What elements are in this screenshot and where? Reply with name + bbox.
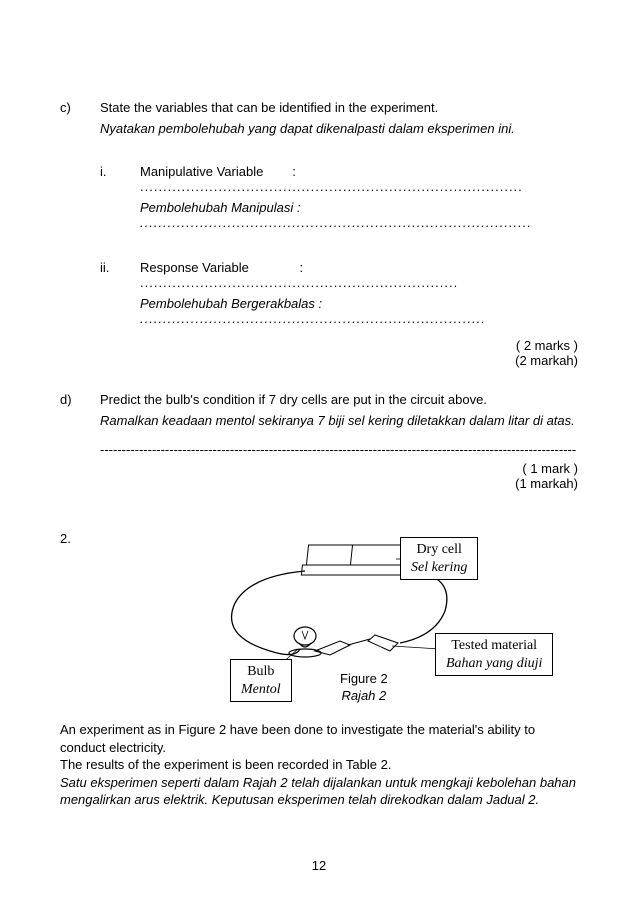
- c-ii-row: ii. Response Variable : ................…: [100, 260, 578, 332]
- figure-caption: Figure 2 Rajah 2: [340, 671, 388, 705]
- answer-dash-line[interactable]: ----------------------------------------…: [100, 442, 578, 457]
- c-i-ms-line: Pembolehubah Manipulasi : ..............…: [140, 200, 578, 230]
- c-marks: ( 2 marks ) (2 markah): [100, 338, 578, 368]
- dots-line[interactable]: ........................................…: [140, 179, 523, 194]
- q2-para-en1: An experiment as in Figure 2 have been d…: [60, 722, 535, 755]
- label-tested-en: Tested material: [446, 637, 542, 655]
- c-i-label-en: Manipulative Variable: [140, 164, 263, 179]
- q2-paragraph: An experiment as in Figure 2 have been d…: [60, 721, 578, 809]
- num-2: 2.: [60, 531, 100, 546]
- circuit-svg: [100, 531, 578, 711]
- question-c: c) State the variables that can be ident…: [60, 100, 578, 368]
- caption-en: Figure 2: [340, 671, 388, 688]
- c-i-label-ms: Pembolehubah Manipulasi: [140, 200, 293, 215]
- label-bulb-ms: Mentol: [241, 681, 281, 699]
- d-marks-en: ( 1 mark ): [100, 461, 578, 476]
- question-c-row: c) State the variables that can be ident…: [60, 100, 578, 368]
- c-marks-ms: (2 markah): [100, 353, 578, 368]
- c-i-row: i. Manipulative Variable : .............…: [100, 164, 578, 236]
- d-prompt-en: Predict the bulb's condition if 7 dry ce…: [100, 392, 578, 407]
- letter-c: c): [60, 100, 100, 115]
- c-ii-content: Response Variable : ....................…: [140, 260, 578, 332]
- c-prompt-en: State the variables that can be identifi…: [100, 100, 578, 115]
- colon: :: [319, 296, 323, 311]
- label-drycell-en: Dry cell: [411, 541, 467, 559]
- colon-spacer: :: [253, 260, 304, 275]
- label-tested-ms: Bahan yang diuji: [446, 655, 542, 673]
- figure-2-diagram: Dry cell Sel kering Bulb Mentol Tested m…: [100, 531, 578, 711]
- d-marks-ms: (1 markah): [100, 476, 578, 491]
- c-i-en-line: Manipulative Variable : ................…: [140, 164, 578, 194]
- caption-ms: Rajah 2: [340, 688, 388, 705]
- c-ii-ms-line: Pembolehubah Bergerakbalas : ...........…: [140, 296, 578, 326]
- c-ii-label-en: Response Variable: [140, 260, 249, 275]
- colon: :: [297, 200, 301, 215]
- d-marks: ( 1 mark ) (1 markah): [100, 461, 578, 491]
- question-2: 2. Dry cell: [60, 531, 578, 711]
- label-drycell-ms: Sel kering: [411, 559, 467, 577]
- c-marks-en: ( 2 marks ): [100, 338, 578, 353]
- label-bulb-en: Bulb: [241, 663, 281, 681]
- label-tested: Tested material Bahan yang diuji: [435, 633, 553, 676]
- question-d: d) Predict the bulb's condition if 7 dry…: [60, 392, 578, 491]
- dots-line[interactable]: ........................................…: [140, 275, 458, 290]
- dots-line[interactable]: ........................................…: [140, 311, 486, 326]
- dots-line[interactable]: ........................................…: [140, 215, 532, 230]
- c-ii-label-ms: Pembolehubah Bergerakbalas: [140, 296, 315, 311]
- page-number: 12: [0, 858, 638, 873]
- label-bulb: Bulb Mentol: [230, 659, 292, 702]
- roman-i: i.: [100, 164, 140, 179]
- d-prompt-ms: Ramalkan keadaan mentol sekiranya 7 biji…: [100, 413, 578, 428]
- c-ii-en-line: Response Variable : ....................…: [140, 260, 578, 290]
- colon-spacer: :: [267, 164, 296, 179]
- roman-ii: ii.: [100, 260, 140, 275]
- label-drycell: Dry cell Sel kering: [400, 537, 478, 580]
- question-c-content: State the variables that can be identifi…: [100, 100, 578, 368]
- c-prompt-ms: Nyatakan pembolehubah yang dapat dikenal…: [100, 121, 578, 136]
- question-d-row: d) Predict the bulb's condition if 7 dry…: [60, 392, 578, 491]
- question-d-content: Predict the bulb's condition if 7 dry ce…: [100, 392, 578, 491]
- q2-para-ms: Satu eksperimen seperti dalam Rajah 2 te…: [60, 775, 576, 808]
- q2-para-en2: The results of the experiment is been re…: [60, 757, 391, 772]
- letter-d: d): [60, 392, 100, 407]
- c-i-content: Manipulative Variable : ................…: [140, 164, 578, 236]
